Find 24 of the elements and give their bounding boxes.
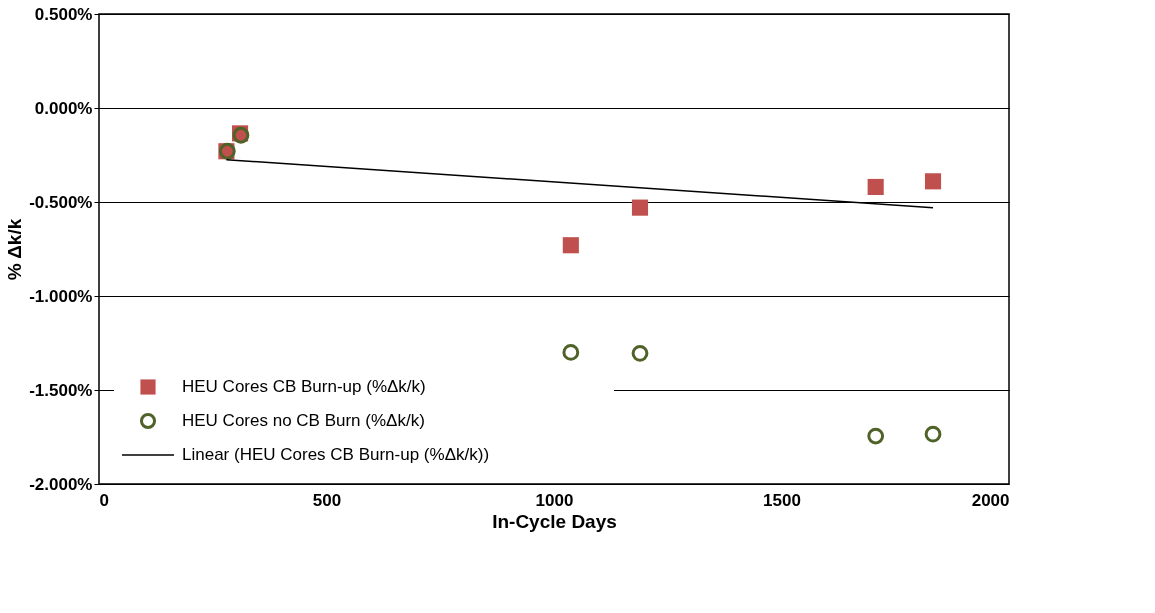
- legend-label: Linear (HEU Cores CB Burn-up (%Δk/k)): [182, 445, 490, 464]
- x-tick-label: 1000: [535, 490, 574, 510]
- x-tick-label: 0: [99, 490, 109, 510]
- x-tick-label: 2000: [971, 490, 1010, 510]
- x-tick-label: 1500: [763, 490, 801, 510]
- point: [867, 178, 884, 196]
- legend-label: HEU Cores no CB Burn (%Δk/k): [182, 411, 425, 430]
- y-tick-label: -1.500%: [29, 380, 93, 400]
- point: [631, 344, 649, 362]
- point: [562, 237, 579, 254]
- point: [924, 425, 942, 443]
- point: [631, 199, 649, 216]
- point: [562, 344, 580, 361]
- y-tick-label: -2.000%: [29, 474, 93, 494]
- y-tick-label: -0.500%: [29, 192, 93, 212]
- y-tick-label: 0.500%: [34, 4, 93, 24]
- x-axis-title: In-Cycle Days: [492, 510, 617, 532]
- x-tick-label: 500: [312, 490, 342, 510]
- y-tick-label: 0.000%: [34, 98, 93, 118]
- point: [924, 173, 942, 190]
- point: [867, 427, 885, 445]
- y-tick-label: -1.000%: [29, 286, 93, 306]
- legend-label: HEU Cores CB Burn-up (%Δk/k): [182, 377, 426, 396]
- y-axis-title: % Δk/k: [4, 218, 26, 281]
